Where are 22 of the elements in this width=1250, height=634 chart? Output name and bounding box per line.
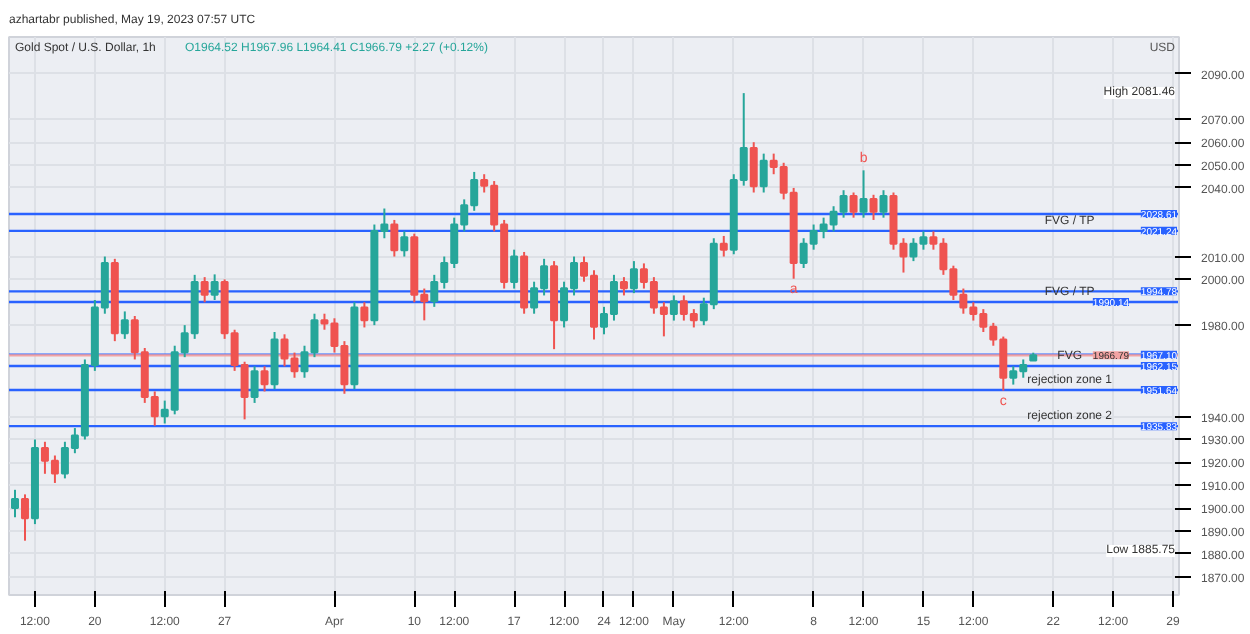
candlestick: [10, 488, 19, 519]
candlestick: [20, 493, 29, 542]
candlestick: [260, 365, 269, 393]
candlestick: [669, 294, 678, 322]
candlestick: [200, 276, 209, 304]
candlestick: [510, 248, 519, 290]
candlestick: [869, 193, 878, 221]
candlestick: [360, 301, 369, 329]
candlestick: [390, 218, 399, 258]
candlestick: [619, 276, 628, 297]
candlestick: [849, 191, 858, 219]
candlestick: [749, 141, 758, 194]
candlestick: [719, 234, 728, 258]
candlestick: [629, 260, 638, 295]
candlestick: [210, 273, 219, 301]
candlestick: [400, 230, 409, 258]
candlestick: [759, 152, 768, 194]
candlestick: [859, 169, 868, 219]
candlestick: [879, 189, 888, 219]
candlestick: [120, 310, 129, 340]
candlestick: [270, 331, 279, 391]
candlestick: [250, 365, 259, 404]
